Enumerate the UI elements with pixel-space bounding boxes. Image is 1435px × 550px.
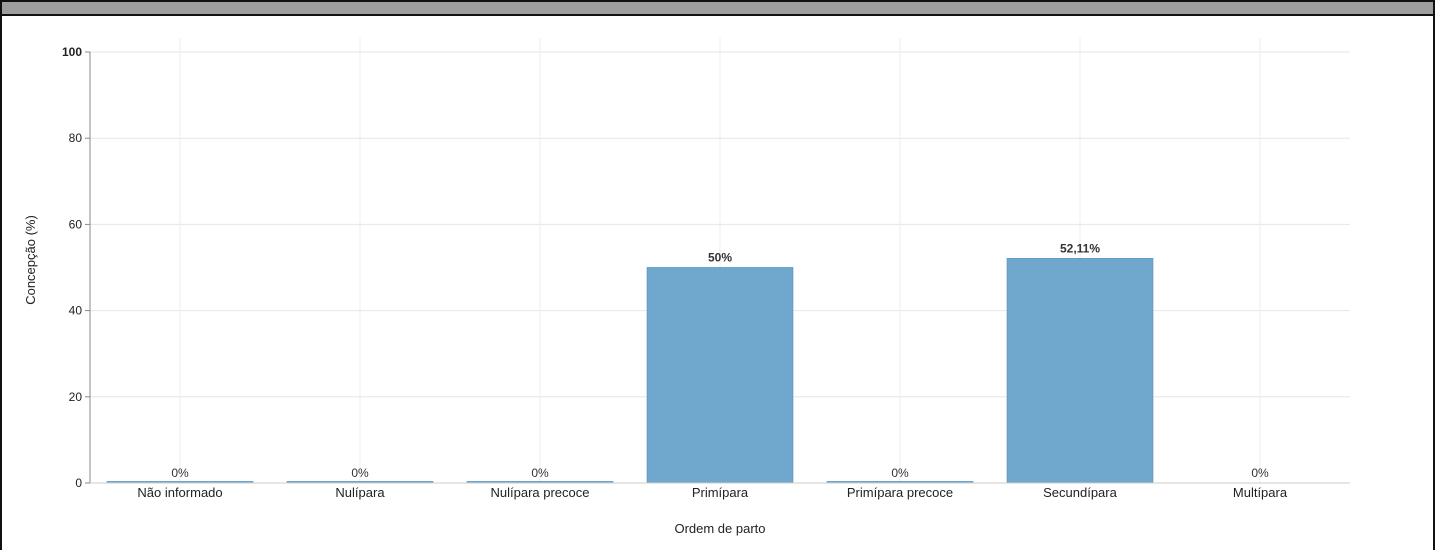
y-tick-label: 60 [69, 217, 83, 231]
y-tick-label: 20 [69, 390, 83, 404]
window-title-bar [0, 0, 1435, 16]
bar-value-label: 0% [1251, 466, 1269, 480]
bar-value-label: 52,11% [1060, 241, 1100, 255]
x-tick-label: Multípara [1233, 485, 1288, 500]
y-tick-label: 0 [75, 476, 82, 490]
window-border-left [0, 0, 2, 550]
chart-axes: 0 20 40 60 80 100 [62, 45, 1350, 490]
y-tick-label: 80 [69, 131, 83, 145]
bar-3[interactable] [646, 267, 794, 484]
x-tick-label: Nulípara precoce [491, 485, 590, 500]
bar-value-label: 50% [708, 251, 732, 265]
x-tick-label: Primípara [692, 485, 749, 500]
x-tick-label: Primípara precoce [847, 485, 953, 500]
bar-value-label: 0% [531, 466, 549, 480]
x-tick-label: Secundípara [1043, 485, 1117, 500]
y-tick-label: 100 [62, 45, 82, 59]
window-border-top [0, 0, 1435, 2]
bar-value-label: 0% [171, 466, 189, 480]
x-tick-label: Nulípara [335, 485, 385, 500]
x-axis-title: Ordem de parto [674, 521, 765, 536]
bar-value-label: 0% [351, 466, 369, 480]
window-border-right [1433, 0, 1435, 550]
chart-labels: 0% Não informado 0% Nulípara 0% Nulípara prec… [137, 241, 1287, 500]
bar-value-label: 0% [891, 466, 909, 480]
chart-bars [106, 258, 1154, 484]
y-axis-title: Concepção (%) [23, 215, 38, 305]
bar-5[interactable] [1006, 258, 1154, 484]
y-tick-label: 40 [69, 304, 83, 318]
x-tick-label: Não informado [137, 485, 222, 500]
